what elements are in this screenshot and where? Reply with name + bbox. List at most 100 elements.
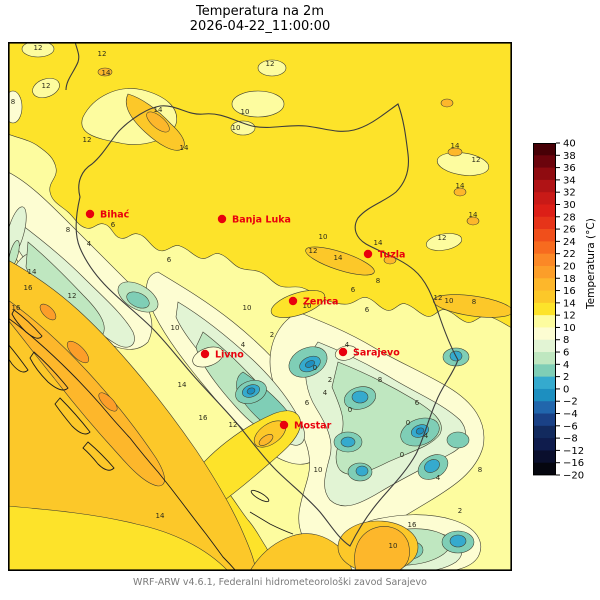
colorbar-band xyxy=(533,315,556,328)
colorbar-band xyxy=(533,192,556,205)
colorbar-tick-label: 40 xyxy=(563,139,576,150)
colorbar-tick-label: 32 xyxy=(563,188,576,199)
colorbar-band xyxy=(533,302,556,316)
map-title: Temperatura na 2m 2026-04-22_11:00:00 xyxy=(10,4,510,34)
contour-label: 16 xyxy=(199,414,208,422)
map-title-line1: Temperatura na 2m xyxy=(195,4,324,19)
colorbar-tick-label: −4 xyxy=(563,409,578,420)
colorbar-band xyxy=(533,290,556,304)
contour-label: 12 xyxy=(309,247,318,255)
contour-label: 14 xyxy=(178,381,187,389)
colorbar-tick-label: 4 xyxy=(563,360,569,371)
colorbar-tick-label: 10 xyxy=(563,323,576,334)
contour-label: 4 xyxy=(424,432,429,440)
colorbar-band xyxy=(533,364,556,378)
colorbar-tick-label: 0 xyxy=(563,384,569,395)
contour-label: 0 xyxy=(400,451,404,459)
city-marker-livno xyxy=(200,349,210,359)
city-label-livno: Livno xyxy=(215,350,244,361)
warm-streaks-layer xyxy=(97,67,512,318)
contour-label: 10 xyxy=(319,233,328,241)
contour-label: 8 xyxy=(66,226,70,234)
colorbar-band xyxy=(533,241,556,255)
contour-label: 14 xyxy=(154,106,163,114)
contour-label: 14 xyxy=(334,254,343,262)
colorbar-tick-label: 28 xyxy=(563,212,576,223)
colorbar-tick-label: 20 xyxy=(563,261,576,272)
contour-label: 6 xyxy=(167,256,172,264)
colorbar-band xyxy=(533,339,556,353)
contour-label: 4 xyxy=(345,341,350,349)
colorbar-tick-label: −16 xyxy=(563,458,584,469)
contour-label: 12 xyxy=(229,421,238,429)
colorbar-ticks: 4038363432302826242220181614121086420−2−… xyxy=(556,139,584,482)
colorbar-band xyxy=(533,388,556,402)
colorbar-band xyxy=(533,265,556,279)
contour-label: 2 xyxy=(270,331,274,339)
contour-label: 0 xyxy=(348,406,352,414)
contour-label: 10 xyxy=(243,304,252,312)
contour-label: 10 xyxy=(314,466,323,474)
contour-label: 6 xyxy=(111,221,116,229)
colorbar-tick-label: 24 xyxy=(563,237,576,248)
contour-label: 12 xyxy=(434,294,443,302)
colorbar-band xyxy=(533,352,556,365)
colorbar-band xyxy=(533,438,556,451)
colorbar-tick-label: 14 xyxy=(563,298,576,309)
contour-label: 12 xyxy=(98,50,107,58)
colorbar-band xyxy=(533,376,556,390)
contour-label: 0 xyxy=(406,419,410,427)
city-label-tuzla: Tuzla xyxy=(378,250,405,261)
contour-label: 12 xyxy=(83,136,92,144)
colorbar-band xyxy=(533,425,556,439)
contour-label: 14 xyxy=(374,239,383,247)
colorbar-band xyxy=(533,450,556,464)
city-marker-biha- xyxy=(85,209,95,219)
colorbar-band xyxy=(533,401,556,414)
contour-label: 12 xyxy=(438,234,447,242)
colorbar-tick-label: 26 xyxy=(563,225,576,236)
contour-label: 10 xyxy=(232,124,241,132)
contour-label: 12 xyxy=(472,156,481,164)
city-label-mostar: Mostar xyxy=(294,421,332,432)
contour-label: 0 xyxy=(313,364,317,372)
contour-label: 6 xyxy=(351,286,356,294)
colorbar-tick-label: 16 xyxy=(563,286,576,297)
contour-label: 6 xyxy=(365,306,370,314)
colorbar-band xyxy=(533,413,556,427)
colorbar-band xyxy=(533,462,556,476)
contour-label: 8 xyxy=(11,98,15,106)
contour-label: 4 xyxy=(436,474,441,482)
colorbar-band xyxy=(533,179,556,193)
contour-label: 12 xyxy=(34,44,43,52)
country-borders xyxy=(65,42,459,547)
city-marker-banja-luka xyxy=(217,214,227,224)
colorbar-band xyxy=(533,204,556,218)
colorbar-tick-label: 30 xyxy=(563,200,576,211)
contour-label: 8 xyxy=(378,376,382,384)
contour-label: 2 xyxy=(458,507,462,515)
colorbar-band xyxy=(533,327,556,341)
city-marker-zenica xyxy=(288,296,298,306)
city-label-biha-: Bihać xyxy=(100,210,130,221)
contour-label: 14 xyxy=(28,268,37,276)
city-layer: Bihać Banja Luka Tuzla Zenica Livno Sarajevo M… xyxy=(85,209,405,432)
contour-label: 8 xyxy=(472,298,476,306)
contour-label: 4 xyxy=(323,389,328,397)
nw-border-segment xyxy=(65,42,80,91)
contour-label: 10 xyxy=(241,108,250,116)
colorbar-tick-label: −20 xyxy=(563,471,584,482)
contour-label: 14 xyxy=(456,182,465,190)
contour-label: 10 xyxy=(303,302,312,310)
map-frame xyxy=(8,42,512,571)
contour-label: 14 xyxy=(180,144,189,152)
colorbar-band xyxy=(533,216,556,230)
contour-label: 8 xyxy=(376,277,380,285)
colorbar-band xyxy=(533,155,556,168)
contour-label: 6 xyxy=(415,399,420,407)
colorbar-tick-label: 6 xyxy=(563,348,569,359)
contour-label: 14 xyxy=(156,512,165,520)
colorbar-tick-label: 8 xyxy=(563,335,569,346)
city-label-sarajevo: Sarajevo xyxy=(353,348,400,359)
colorbar-tick-label: 18 xyxy=(563,274,576,285)
